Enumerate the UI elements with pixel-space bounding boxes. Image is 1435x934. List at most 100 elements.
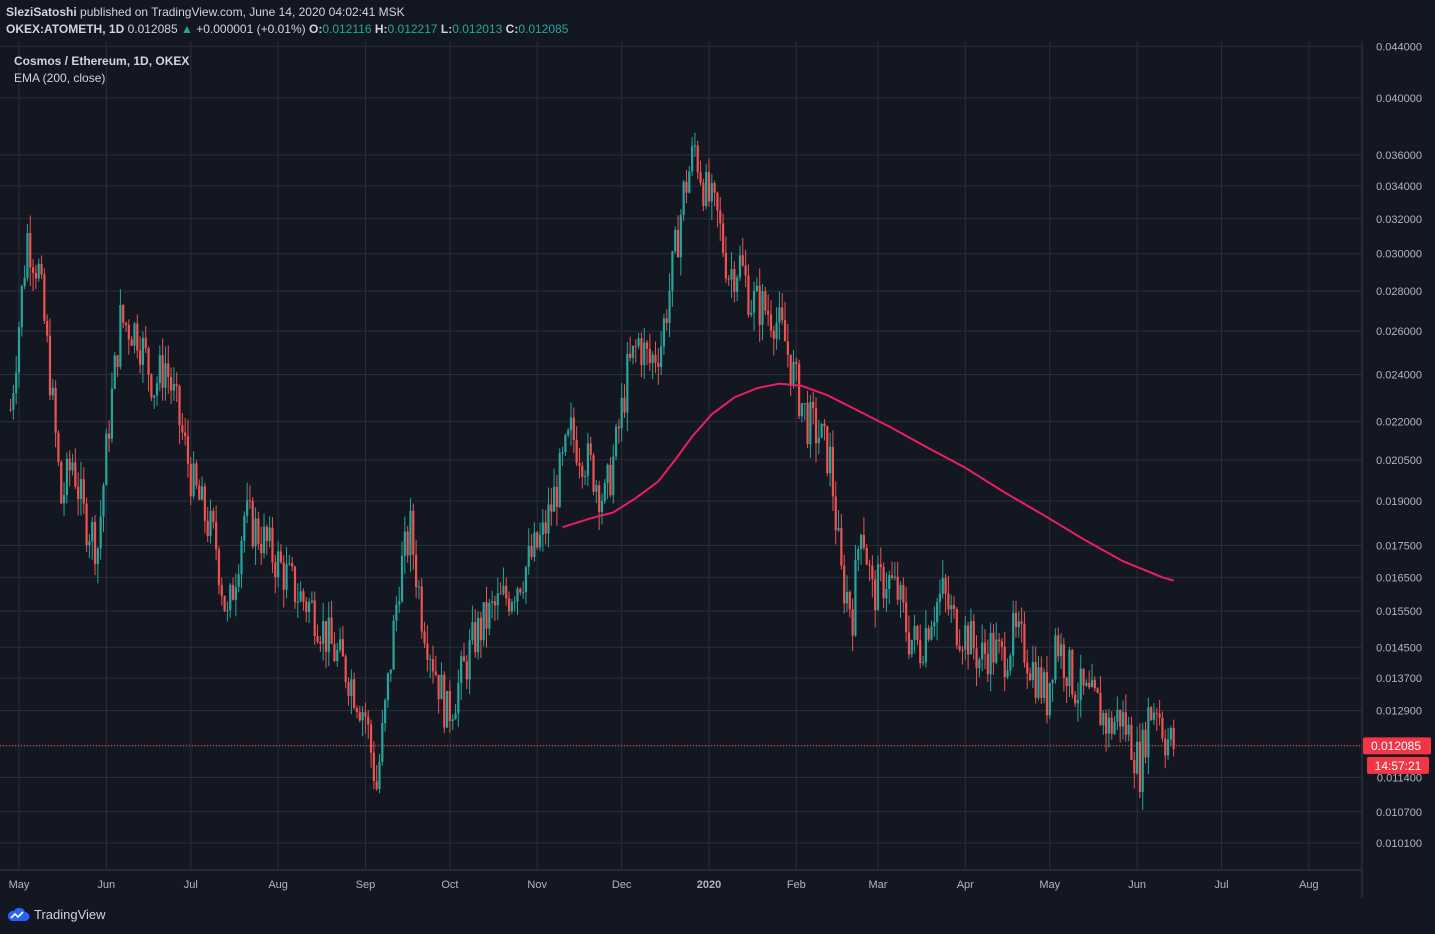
candle-body — [572, 417, 575, 440]
candle-body — [327, 617, 330, 652]
candle-body — [189, 463, 192, 497]
price-tick-label: 0.040000 — [1376, 93, 1422, 105]
candle-body — [738, 255, 742, 278]
candle-body — [237, 574, 240, 588]
candle-body — [200, 486, 204, 500]
candle-body — [840, 527, 843, 566]
candle-body — [888, 575, 891, 590]
candle-body — [831, 446, 835, 497]
time-tick-label: Jun — [1128, 879, 1146, 891]
candle-body — [938, 593, 942, 602]
candle-body — [330, 617, 333, 644]
candle-body — [550, 504, 553, 512]
candle-body — [254, 518, 257, 547]
candle-body — [800, 403, 804, 417]
candle-body — [305, 601, 308, 612]
candle-body — [541, 522, 544, 535]
cloud-icon — [7, 907, 30, 921]
candle-body — [262, 526, 266, 554]
candle-body — [941, 578, 944, 594]
candle-body — [133, 323, 136, 346]
candle-body — [296, 601, 299, 603]
candle-body — [781, 307, 784, 321]
candle-body — [1152, 712, 1156, 721]
candle-body — [1012, 613, 1015, 656]
legend-indicator[interactable]: EMA (200, close) — [14, 71, 106, 85]
price-tick-label: 0.017500 — [1376, 540, 1422, 552]
candle-body — [530, 546, 533, 558]
candle-body — [516, 588, 519, 602]
candle-body — [184, 432, 187, 437]
legend-title[interactable]: Cosmos / Ethereum, 1D, OKEX — [14, 54, 190, 68]
chart-grid — [0, 42, 1362, 870]
countdown-badge: 14:57:21 — [1367, 756, 1429, 774]
candle-body — [493, 601, 497, 606]
candle-body — [85, 503, 88, 546]
candle-body — [1088, 682, 1091, 688]
candle-body — [1124, 712, 1127, 735]
candle-body — [640, 338, 643, 365]
candle-body — [482, 602, 485, 641]
candle-body — [595, 485, 598, 492]
candle-body — [485, 602, 488, 629]
candle-body — [462, 656, 466, 662]
candle-body — [1085, 682, 1088, 686]
time-tick-label: Jul — [1215, 879, 1229, 891]
candle-body — [23, 277, 26, 287]
time-tick-label: Mar — [869, 879, 888, 891]
candle-body — [775, 322, 778, 339]
time-tick-label: Jul — [184, 879, 198, 891]
price-tick-label: 0.015500 — [1376, 606, 1422, 618]
price-badge-text: 0.012085 — [1371, 739, 1421, 753]
candle-body — [186, 436, 190, 464]
candle-body — [1107, 717, 1111, 734]
candle-body — [1172, 728, 1175, 749]
candle-body — [617, 426, 620, 429]
candle-body — [1133, 759, 1136, 774]
symbol-label: OKEX:ATOMETH, 1D — [6, 22, 125, 36]
candle-body — [854, 559, 857, 636]
footer — [0, 898, 1435, 934]
candle-body — [575, 439, 578, 464]
price-tick-label: 0.011400 — [1377, 772, 1422, 784]
author-name[interactable]: SleziSatoshi — [6, 5, 77, 19]
price-axis: 0.0101000.0107000.0114000.0121000.012900… — [1376, 41, 1422, 850]
candle-body — [91, 522, 94, 542]
candle-body — [730, 269, 733, 280]
candle-body — [139, 350, 142, 365]
candle-body — [9, 409, 12, 411]
tradingview-logo[interactable]: TradingView — [6, 906, 106, 922]
candle-body — [682, 181, 685, 215]
candle-body — [1135, 741, 1139, 774]
candle-body — [291, 563, 294, 567]
candle-body — [609, 464, 612, 496]
candle-body — [696, 145, 699, 173]
candle-body — [933, 622, 936, 627]
candle-body — [778, 307, 781, 323]
candle-body — [426, 643, 429, 660]
candle-body — [1000, 641, 1003, 647]
candle-body — [277, 551, 280, 578]
candle-body — [198, 485, 201, 500]
candle-body — [336, 649, 339, 662]
candle-body — [215, 522, 218, 550]
candle-body — [124, 322, 128, 325]
candle-body — [510, 602, 513, 612]
candle-body — [789, 354, 792, 385]
candle-body — [460, 656, 463, 683]
tradingview-brand: TradingView — [34, 906, 106, 922]
candle-body — [882, 566, 885, 599]
candle-body — [93, 522, 97, 565]
candle-body — [293, 566, 297, 603]
candle-body — [1110, 717, 1113, 734]
candle-body — [1158, 713, 1161, 718]
candle-body — [1161, 717, 1164, 739]
candle-body — [724, 252, 727, 279]
candle-body — [654, 354, 657, 363]
price-tick-label: 0.016500 — [1376, 572, 1422, 584]
price-tick-label: 0.024000 — [1376, 370, 1422, 382]
candle-body — [874, 579, 877, 611]
candle-body — [82, 479, 85, 504]
candle-body — [674, 229, 677, 252]
